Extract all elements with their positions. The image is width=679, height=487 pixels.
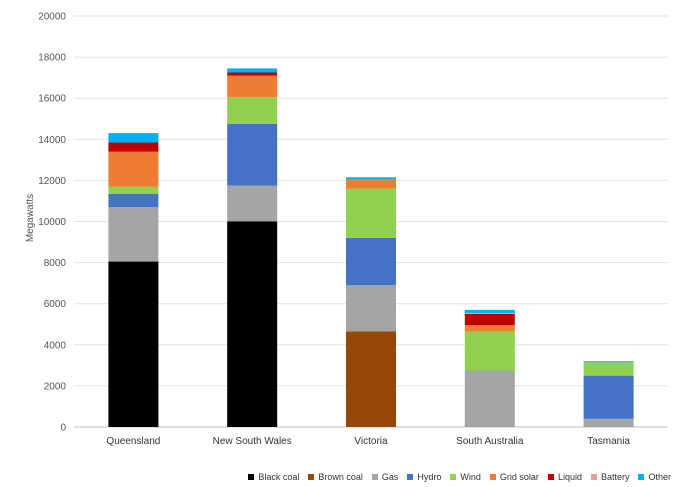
legend-label: Wind (460, 472, 481, 482)
legend-swatch (638, 474, 645, 480)
bar-segment (583, 362, 634, 376)
bar-segment (108, 193, 159, 208)
bar-segment (346, 237, 396, 286)
legend: Black coal Brown coal Gas Hydro Wind Grid sol… (0, 470, 679, 484)
bar-segment (227, 72, 278, 76)
legend-swatch (489, 474, 496, 480)
bar-segment (464, 312, 515, 314)
legend-label: Hydro (417, 472, 442, 482)
bar-segment (464, 325, 515, 332)
legend-swatch (308, 474, 315, 480)
legend-swatch (407, 474, 414, 480)
x-axis-categories: Queensland New South Wales Victoria South A… (106, 436, 630, 447)
legend-label: Brown coal (318, 472, 363, 482)
y-tick-label: 10000 (38, 217, 66, 228)
bar-segment (583, 361, 634, 363)
x-category-label: South Australia (456, 436, 524, 447)
bar-segment (227, 123, 278, 186)
legend-item: Brown coal (308, 472, 363, 482)
y-tick-label: 4000 (44, 340, 67, 351)
bar-segment (346, 179, 396, 189)
bar-segment (227, 75, 278, 98)
legend-label: Grid solar (499, 472, 539, 482)
legend-item: Gas (371, 472, 399, 482)
legend-label: Other (648, 472, 671, 482)
bar-segment (346, 331, 396, 427)
x-category-label: Victoria (354, 436, 388, 447)
legend-item: Black coal (248, 472, 299, 482)
bar-segment (346, 188, 396, 238)
x-category-label: New South Wales (213, 436, 292, 447)
legend-label: Black coal (258, 472, 300, 482)
legend-item: Wind (450, 472, 481, 482)
legend-label: Liquid (557, 472, 582, 482)
y-tick-label: 14000 (38, 135, 66, 146)
legend-swatch (248, 474, 255, 480)
bar-segment (108, 186, 159, 194)
y-tick-label: 20000 (38, 12, 66, 23)
bar-segment (464, 370, 515, 427)
legend-label: Battery (600, 472, 630, 482)
legend-label: Gas (381, 472, 399, 482)
bar-segment (108, 142, 159, 152)
bar-segment (464, 313, 515, 326)
bar-segment (346, 177, 396, 180)
bar-segment (108, 133, 159, 143)
y-tick-label: 2000 (44, 381, 67, 392)
legend-item: Liquid (547, 472, 582, 482)
bar-segment (227, 97, 278, 124)
y-axis-label: Megawatts (25, 194, 36, 242)
bar-segment (464, 331, 515, 371)
bar-segment (583, 375, 634, 419)
legend-swatch (371, 474, 378, 480)
bar-segment (583, 418, 634, 427)
bar-segment (108, 261, 159, 427)
bars (108, 68, 634, 427)
legend-swatch (590, 474, 597, 480)
y-tick-label: 6000 (44, 299, 67, 310)
x-category-label: Tasmania (587, 436, 630, 447)
legend-swatch (450, 474, 457, 480)
bar-segment (227, 221, 278, 427)
bar-segment (108, 207, 159, 262)
bar-segment (227, 185, 278, 222)
bar-segment (227, 68, 278, 73)
legend-item: Hydro (407, 472, 441, 482)
y-tick-label: 18000 (38, 53, 66, 64)
legend-item: Battery (590, 472, 630, 482)
y-tick-label: 16000 (38, 94, 66, 105)
bar-segment (346, 285, 396, 332)
bar-segment (464, 309, 515, 313)
y-axis-ticks: 0 2000 4000 6000 8000 10000 12000 14000 16000 180… (38, 12, 66, 434)
y-tick-label: 0 (60, 423, 66, 434)
y-tick-label: 8000 (44, 258, 67, 269)
y-tick-label: 12000 (38, 176, 66, 187)
x-category-label: Queensland (106, 436, 160, 447)
legend-swatch (547, 474, 554, 480)
legend-item: Grid solar (489, 472, 539, 482)
legend-item: Other (638, 472, 671, 482)
bar-segment (108, 151, 159, 187)
